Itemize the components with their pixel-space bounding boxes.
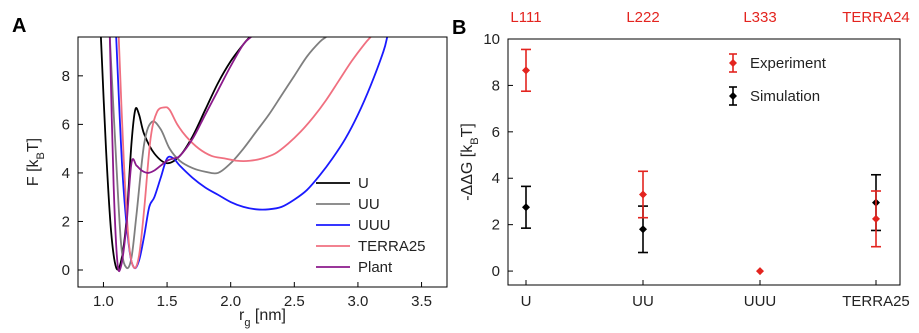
series-line-uu <box>108 37 327 270</box>
y-tick-label: 6 <box>62 116 70 133</box>
x-category-label: TERRA25 <box>842 293 910 310</box>
x-tick-label: 2.0 <box>220 293 241 310</box>
panel-b-legend: Experiment Simulation <box>729 53 827 106</box>
panel-a-frame <box>77 36 448 288</box>
top-sequence-label: L111 <box>510 9 541 26</box>
top-sequence-label: L333 <box>743 9 776 26</box>
y-tick-label: 4 <box>62 165 70 182</box>
series-line-terra25 <box>117 37 372 269</box>
y-tick-label: 2 <box>62 213 70 230</box>
y-axis-label: F [kBT] <box>25 138 47 186</box>
y-tick-label: 6 <box>492 124 500 141</box>
y-tick-label: 4 <box>492 170 500 187</box>
series-line-u <box>100 37 251 271</box>
y-tick-label: 0 <box>62 262 70 279</box>
top-sequence-label: TERRA24 <box>842 9 910 26</box>
x-tick-label: 3.0 <box>348 293 369 310</box>
legend-label: TERRA25 <box>358 238 426 255</box>
panel-b-ddg-chart: 0 2 4 6 8 10 U L111 UU L222 UUU L333 TERRA25 TERRA24 -… <box>459 9 910 310</box>
x-category-label: U <box>521 293 532 310</box>
legend-label: UU <box>358 196 380 213</box>
simulation-point <box>639 225 647 234</box>
panel-b-letter: B <box>452 17 466 39</box>
y-tick-label: 8 <box>62 68 70 85</box>
x-category-label: UU <box>632 293 654 310</box>
y-tick-label: 8 <box>492 77 500 94</box>
legend-label: UUU <box>358 217 391 234</box>
legend-label: Experiment <box>750 55 827 72</box>
series-line-uuu <box>115 37 389 270</box>
experiment-point <box>639 190 647 199</box>
x-tick-label: 3.5 <box>411 293 432 310</box>
x-tick-label: 1.0 <box>93 293 114 310</box>
x-tick-label: 1.5 <box>157 293 178 310</box>
x-category-label: UUU <box>744 293 777 310</box>
simulation-point <box>522 203 530 212</box>
legend-label: Simulation <box>750 88 820 105</box>
x-tick-label: 2.5 <box>284 293 305 310</box>
x-axis-label: rg [nm] <box>239 307 286 329</box>
legend-label: U <box>358 175 369 192</box>
y-axis-label: -ΔΔG [kBT] <box>459 123 481 201</box>
panel-a-curves <box>100 37 389 273</box>
panel-a-letter: A <box>12 15 26 37</box>
panel-b-frame <box>507 38 901 286</box>
experiment-point <box>756 267 764 276</box>
legend-label: Plant <box>358 259 393 276</box>
legend-marker <box>729 92 737 100</box>
y-tick-label: 0 <box>492 263 500 280</box>
y-tick-label: 2 <box>492 217 500 234</box>
experiment-point <box>522 66 530 75</box>
experiment-point <box>872 214 880 223</box>
legend-marker <box>729 59 737 67</box>
y-tick-label: 10 <box>483 31 500 48</box>
top-sequence-label: L222 <box>626 9 659 26</box>
series-line-plant <box>108 37 252 273</box>
